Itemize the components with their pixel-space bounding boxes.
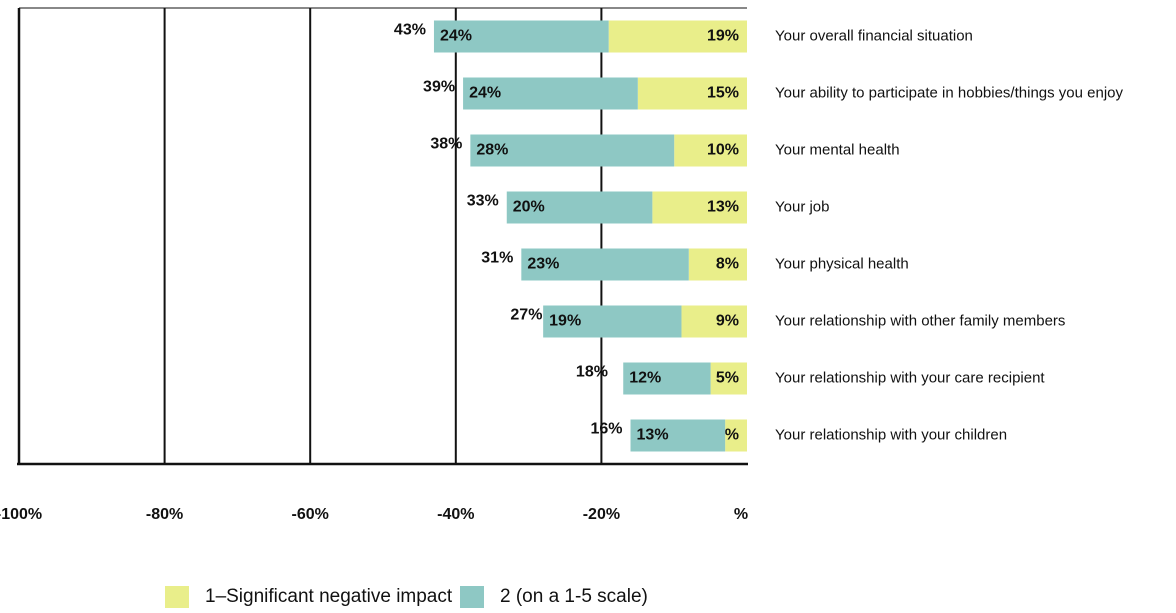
legend-swatch	[165, 586, 189, 608]
bar	[688, 248, 747, 281]
value-label: 8%	[716, 256, 739, 273]
value-label: 13%	[707, 199, 739, 216]
bar	[506, 191, 653, 224]
x-tick-label: -80%	[146, 506, 183, 523]
value-label: 20%	[513, 199, 545, 216]
category-label: Your relationship with your children	[775, 426, 1007, 443]
bar	[710, 362, 747, 395]
x-tick-label: -20%	[583, 506, 620, 523]
bar	[681, 305, 747, 338]
bar	[470, 134, 675, 167]
category-label: Your overall financial situation	[775, 27, 973, 44]
bar	[433, 20, 609, 53]
category-label: Your relationship with other family memb…	[775, 312, 1065, 329]
x-tick-label: %	[734, 506, 748, 523]
value-label: 5%	[716, 370, 739, 387]
bar	[630, 419, 726, 452]
category-label: Your mental health	[775, 141, 900, 158]
value-label: 13%	[637, 427, 669, 444]
bar	[674, 134, 747, 167]
category-label: Your job	[775, 198, 830, 215]
value-label: 12%	[629, 370, 661, 387]
bar	[725, 419, 747, 452]
category-label: Your relationship with your care recipie…	[775, 369, 1045, 386]
bar	[652, 191, 747, 224]
total-label: 38%	[430, 136, 462, 153]
total-label: 33%	[467, 193, 499, 210]
value-label: 24%	[469, 85, 501, 102]
total-label: 39%	[423, 79, 455, 96]
legend-label: 1–Significant negative impact	[205, 586, 453, 607]
total-label: 27%	[510, 307, 542, 324]
value-label: 24%	[440, 28, 472, 45]
total-label: 16%	[590, 421, 622, 438]
x-tick-label: -60%	[292, 506, 329, 523]
value-label: 28%	[476, 142, 508, 159]
value-label: 19%	[549, 313, 581, 330]
total-label: 31%	[481, 250, 513, 267]
bar	[463, 77, 638, 110]
bar	[637, 77, 747, 110]
x-tick-label: -100%	[0, 506, 42, 523]
legend-label: 2 (on a 1-5 scale)	[500, 586, 648, 607]
category-label: Your ability to participate in hobbies/t…	[775, 84, 1124, 101]
bar	[521, 248, 689, 281]
category-label: Your physical health	[775, 255, 909, 272]
total-label: 43%	[394, 22, 426, 39]
total-label: 18%	[576, 364, 608, 381]
value-label: 9%	[716, 313, 739, 330]
value-label: 19%	[707, 28, 739, 45]
value-label: 10%	[707, 142, 739, 159]
bar	[608, 20, 747, 53]
legend-swatch	[460, 586, 484, 608]
value-label: 23%	[527, 256, 559, 273]
value-label: 15%	[707, 85, 739, 102]
bar	[543, 305, 682, 338]
bar	[623, 362, 711, 395]
x-tick-label: -40%	[437, 506, 474, 523]
